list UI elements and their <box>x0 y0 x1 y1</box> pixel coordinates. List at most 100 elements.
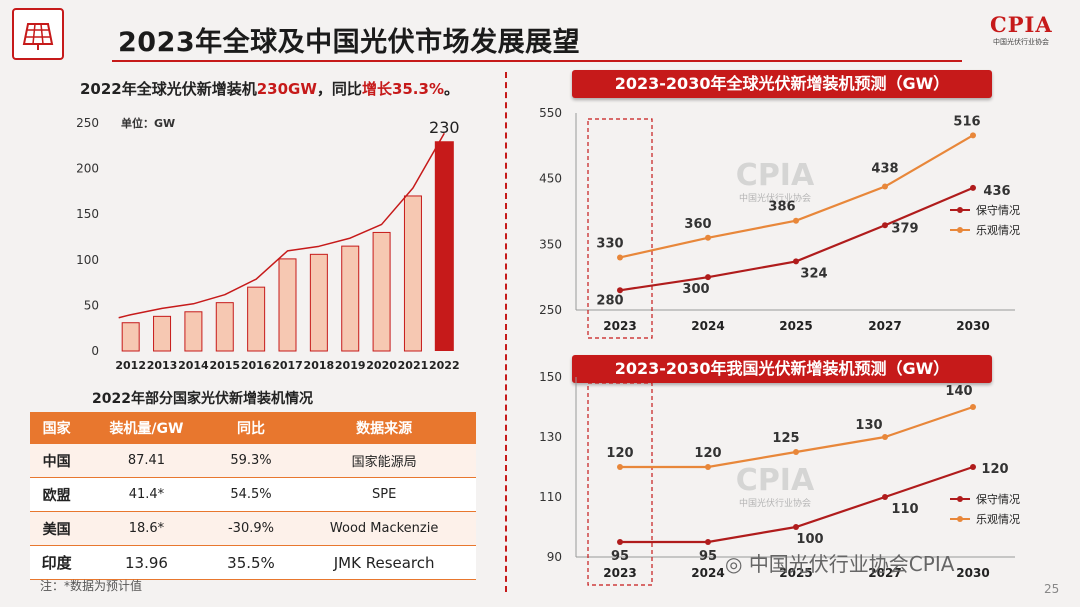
table-header-cell: 同比 <box>209 412 293 444</box>
table-row: 印度 13.96 35.5% JMK Research <box>30 545 476 580</box>
table-cell: 印度 <box>30 545 84 580</box>
series-data-label: 120 <box>606 446 633 461</box>
bar-trend-curve <box>118 132 445 319</box>
bar-xtick-label: 2016 <box>241 359 272 372</box>
legend-marker <box>957 227 963 233</box>
bar-ytick-label: 200 <box>76 162 99 176</box>
series-point <box>793 449 799 455</box>
series-point <box>617 464 623 470</box>
series-data-label: 324 <box>800 266 827 281</box>
solar-panel-icon <box>22 23 54 50</box>
wechat-account: 中国光伏行业协会CPIA <box>748 552 955 576</box>
series-data-label: 300 <box>682 282 709 297</box>
table-title: 2022年部分国家光伏新增装机情况 <box>92 391 313 407</box>
series-data-label: 120 <box>981 462 1008 477</box>
legend-label: 保守情况 <box>976 492 1020 506</box>
bar-highlight-label: 230 <box>429 118 460 137</box>
footnote: 注：*数据为预计值 <box>40 579 143 593</box>
line-ytick-label: 130 <box>539 430 562 444</box>
table-cell: 59.3% <box>209 444 293 478</box>
watermark-subtext: 中国光伏行业协会 <box>739 497 811 509</box>
legend-marker <box>957 516 963 522</box>
bar-xtick-label: 2018 <box>304 359 335 372</box>
bar-ytick-label: 100 <box>76 253 99 267</box>
bar-2018 <box>309 253 328 352</box>
bar-2016 <box>247 286 266 352</box>
series-point <box>970 464 976 470</box>
bar-xtick-label: 2021 <box>398 359 429 372</box>
series-data-label: 100 <box>796 532 823 547</box>
table-cell: 54.5% <box>209 477 293 512</box>
table-cell: 13.96 <box>83 545 210 580</box>
series-data-label: 95 <box>611 549 629 564</box>
line-xtick-label: 2025 <box>779 319 812 333</box>
wechat-watermark: ◎ 中国光伏行业协会CPIA <box>725 548 954 577</box>
series-point <box>793 217 799 224</box>
line-ytick-label: 250 <box>539 303 562 317</box>
table-cell: Wood Mackenzie <box>292 511 476 546</box>
title-underline <box>112 60 962 62</box>
bar-ytick-label: 150 <box>76 207 99 221</box>
line-ytick-label: 450 <box>539 172 562 186</box>
table-cell: 41.4* <box>83 477 210 512</box>
series-point <box>705 274 711 281</box>
bar-2014 <box>184 311 203 352</box>
legend-label: 乐观情况 <box>976 513 1020 526</box>
cpia-logo-subtext: 中国光伏行业协会 <box>993 38 1049 46</box>
global-forecast-title: 2023-2030年全球光伏新增装机预测（GW） <box>572 70 992 98</box>
table-header-cell: 装机量/GW <box>83 412 210 444</box>
cpia-logo-text: CPIA <box>990 12 1053 37</box>
bar-2013 <box>153 315 172 352</box>
cpia-logo: CPIA 中国光伏行业协会 <box>990 12 1052 47</box>
headline-prefix: 2022年全球光伏新增装机 <box>80 80 257 98</box>
bar-xtick-label: 2014 <box>178 359 209 372</box>
line-ytick-label: 350 <box>539 237 562 251</box>
table-cell: JMK Research <box>292 545 476 580</box>
series-point <box>970 132 976 139</box>
series-data-label: 360 <box>684 217 711 232</box>
line-ytick-label: 90 <box>547 550 562 564</box>
table-cell: SPE <box>292 477 476 512</box>
series-point <box>705 464 711 470</box>
series-data-label: 130 <box>855 418 882 433</box>
bar-xtick-label: 2013 <box>147 359 178 372</box>
table-cell: 35.5% <box>209 545 293 580</box>
series-point <box>793 524 799 530</box>
table-header-row: 国家 装机量/GW 同比 数据来源 <box>30 412 476 444</box>
series-data-label: 95 <box>699 549 717 564</box>
bar-2015 <box>215 302 234 352</box>
bar-ytick-label: 0 <box>91 344 99 358</box>
china-forecast-title: 2023-2030年我国光伏新增装机预测（GW） <box>572 355 992 383</box>
series-data-label: 110 <box>891 502 918 517</box>
line-xtick-label: 2025 <box>779 566 812 580</box>
watermark-text: CPIA <box>736 463 815 498</box>
table-cell: 87.41 <box>83 444 210 478</box>
table-cell: 欧盟 <box>30 477 84 512</box>
bar-xtick-label: 2015 <box>209 359 240 372</box>
series-point <box>970 404 976 410</box>
table-header-cell: 国家 <box>30 412 84 444</box>
bar-2021 <box>403 195 422 352</box>
legend-label: 保守情况 <box>976 203 1020 217</box>
series-point <box>617 539 623 545</box>
table-cell: 18.6* <box>83 511 210 546</box>
highlight-box-2023 <box>587 118 653 339</box>
section-logo <box>12 8 64 60</box>
series-data-label: 280 <box>596 293 623 308</box>
bar-xtick-label: 2022 <box>429 359 460 372</box>
series-point <box>970 184 976 191</box>
bar-2019 <box>341 245 360 352</box>
series-data-label: 386 <box>768 200 795 215</box>
headline-suffix: 。 <box>443 80 459 98</box>
line-xtick-label: 2024 <box>691 319 724 333</box>
series-data-label: 330 <box>596 236 623 251</box>
bar-xtick-label: 2019 <box>335 359 366 372</box>
series-point <box>882 222 888 229</box>
bar-xtick-label: 2020 <box>366 359 397 372</box>
bar-2020 <box>372 231 391 352</box>
table-cell: 美国 <box>30 511 84 546</box>
series-point <box>617 254 623 261</box>
series-data-label: 120 <box>694 446 721 461</box>
line-xtick-label: 2027 <box>868 566 901 580</box>
